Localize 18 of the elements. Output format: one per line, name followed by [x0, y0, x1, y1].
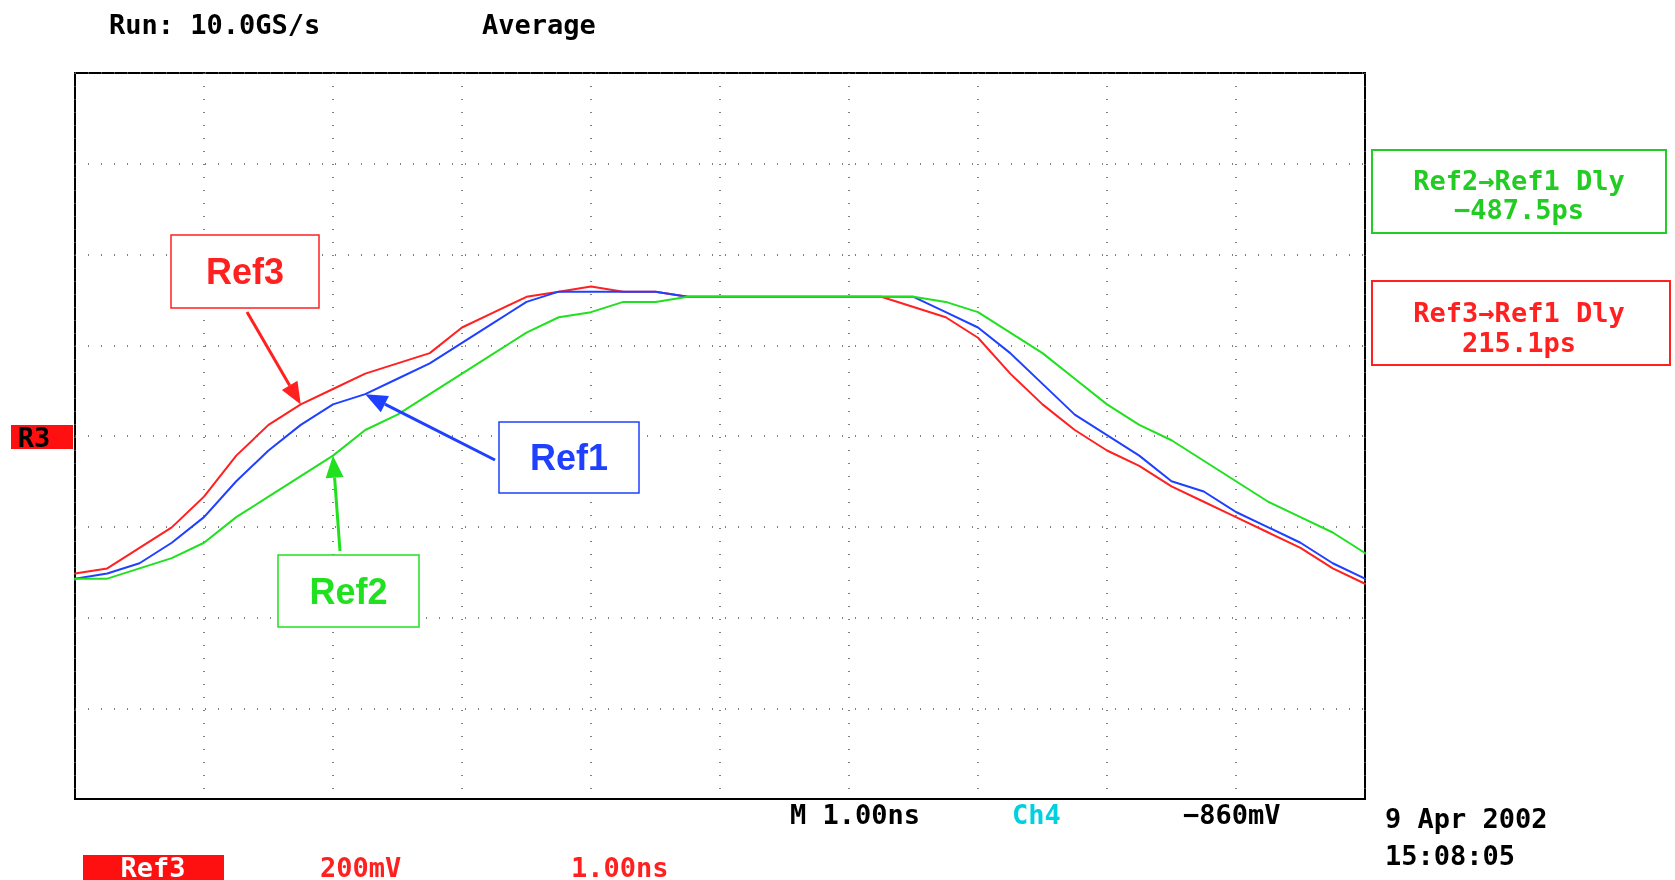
- text: 215.1ps: [1462, 326, 1576, 358]
- text: R3: [17, 421, 51, 453]
- chart-title: Run: 10.0GS/s: [109, 9, 321, 40]
- text: 9 Apr 2002: [1385, 802, 1548, 834]
- text: Ref3: [205, 251, 285, 292]
- annotation: Ch4: [1012, 798, 1061, 830]
- text: 1.00ns: [571, 851, 669, 880]
- text: 15:08:05: [1385, 839, 1516, 871]
- annotation: −860mV: [1183, 798, 1281, 830]
- legend-label: Ref2: [309, 570, 388, 612]
- annotation: M 1.00ns: [790, 798, 921, 830]
- text: Ref2→Ref1 Dly: [1413, 164, 1625, 196]
- text: 200mV: [320, 851, 402, 880]
- chart-subtitle: Average: [482, 9, 596, 40]
- text: Ref1: [529, 437, 609, 478]
- text: Ref3→Ref1 Dly: [1413, 296, 1625, 328]
- text: −487.5ps: [1453, 193, 1585, 225]
- text: Ref3: [120, 851, 186, 880]
